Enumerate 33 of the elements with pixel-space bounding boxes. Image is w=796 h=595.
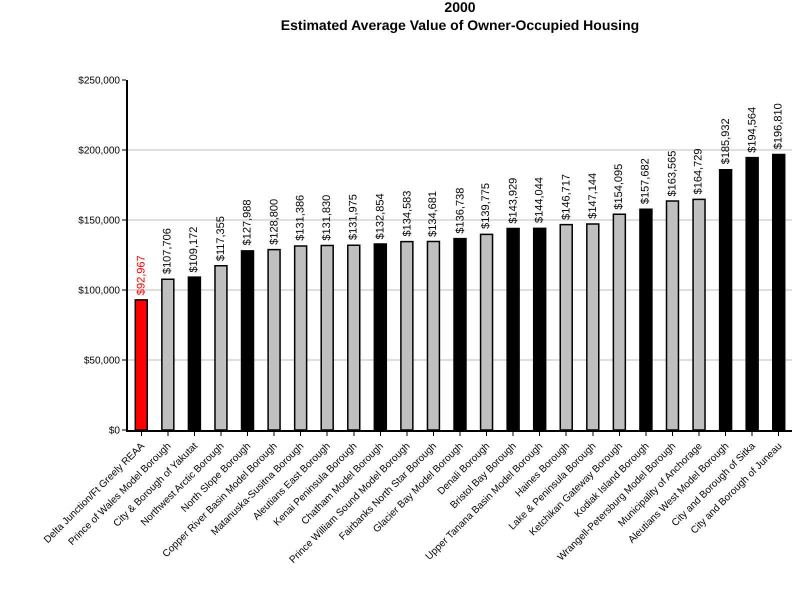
data-label: $134,583	[401, 190, 414, 236]
y-tick-label: $50,000	[84, 356, 120, 366]
data-label: $131,975	[348, 194, 360, 240]
data-label: $136,738	[454, 188, 466, 234]
data-label: $154,095	[613, 164, 626, 210]
data-label: $109,172	[188, 226, 200, 273]
y-tick-label: $200,000	[78, 146, 120, 156]
y-tick-label: $250,000	[78, 76, 120, 86]
data-label: $196,810	[772, 103, 784, 150]
data-label: $185,932	[720, 118, 732, 164]
chart-title: 2000	[444, 0, 476, 15]
data-label: $157,682	[640, 158, 652, 204]
data-label: $117,355	[214, 216, 227, 262]
data-label: $194,564	[746, 106, 759, 153]
y-tick-label: $150,000	[78, 216, 120, 226]
data-label: $131,386	[294, 194, 307, 241]
data-label: $131,830	[320, 194, 333, 241]
data-label: $107,706	[162, 228, 174, 274]
chart-subtitle: Estimated Average Value of Owner-Occupied Housing	[280, 17, 640, 34]
data-label: $144,044	[533, 177, 546, 224]
data-label: $147,144	[586, 172, 599, 219]
data-label: $146,717	[560, 174, 573, 220]
data-label: $128,800	[268, 198, 280, 245]
y-tick-label: $0	[108, 426, 120, 436]
data-label: $132,854	[374, 193, 386, 240]
y-tick-label: $100,000	[78, 286, 120, 296]
data-label: $127,988	[242, 199, 254, 246]
data-label: $143,929	[508, 178, 520, 224]
data-label: $163,565	[666, 150, 678, 196]
data-label: $139,775	[480, 182, 492, 229]
data-label: $164,729	[692, 148, 705, 194]
data-label: $134,681	[426, 191, 439, 237]
data-label: $92,967	[135, 255, 148, 296]
